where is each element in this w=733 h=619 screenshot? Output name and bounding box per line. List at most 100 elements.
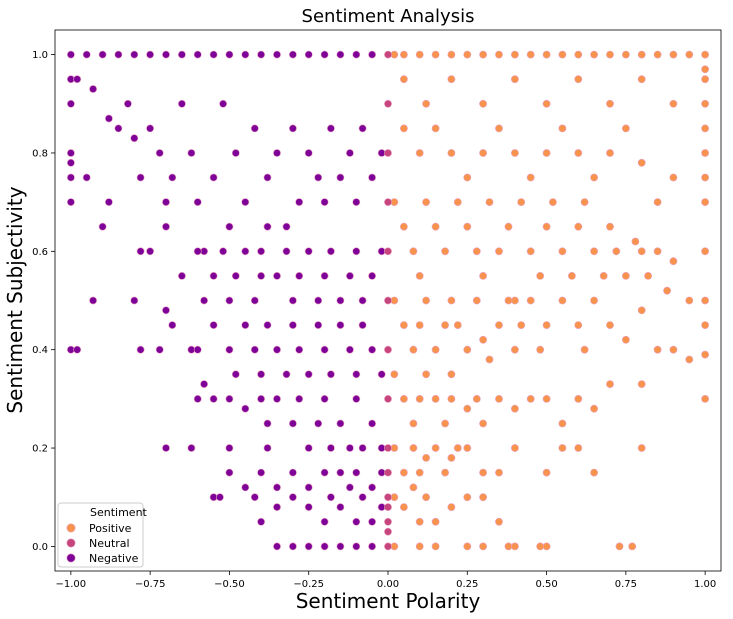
- point-negative-116: [326, 370, 335, 379]
- point-positive-157: [463, 444, 472, 452]
- legend-marker-positive: [66, 523, 76, 533]
- point-negative-44: [225, 222, 234, 231]
- point-negative-66: [105, 198, 113, 206]
- point-positive-141: [511, 404, 519, 413]
- point-negative-141: [352, 394, 361, 403]
- point-negative-134: [295, 394, 304, 403]
- point-negative-156: [326, 493, 335, 502]
- point-positive-177: [415, 542, 424, 551]
- legend-label-positive: Positive: [89, 522, 132, 535]
- point-negative-58: [336, 173, 345, 182]
- point-positive-125: [653, 345, 662, 354]
- point-negative-28: [89, 85, 97, 93]
- point-positive-94: [653, 247, 662, 256]
- point-positive-148: [637, 380, 646, 388]
- point-negative-42: [209, 173, 218, 182]
- point-positive-112: [504, 296, 513, 305]
- point-positive-124: [637, 306, 646, 315]
- point-negative-18: [352, 50, 361, 59]
- point-positive-132: [422, 370, 430, 379]
- point-positive-53: [558, 124, 567, 133]
- point-positive-179: [463, 542, 472, 551]
- point-negative-37: [168, 173, 177, 182]
- point-negative-118: [345, 345, 354, 354]
- point-negative-0: [67, 50, 75, 59]
- point-negative-30: [114, 124, 123, 133]
- point-positive-38: [542, 99, 551, 108]
- point-positive-50: [511, 149, 519, 157]
- point-positive-7: [495, 50, 503, 59]
- point-positive-147: [606, 380, 614, 388]
- point-positive-156: [447, 453, 456, 462]
- point-positive-78: [526, 247, 535, 256]
- point-positive-3: [431, 50, 440, 59]
- point-positive-185: [615, 542, 624, 551]
- point-negative-17: [336, 50, 345, 59]
- point-neutral-1: [384, 99, 392, 108]
- point-negative-97: [162, 306, 170, 315]
- point-neutral-11: [384, 503, 392, 511]
- point-positive-120: [580, 345, 589, 354]
- point-positive-134: [441, 419, 449, 428]
- point-negative-38: [177, 99, 186, 108]
- point-negative-154: [304, 483, 313, 492]
- point-positive-109: [479, 335, 487, 344]
- point-negative-139: [336, 419, 345, 428]
- point-negative-4: [130, 50, 139, 59]
- point-positive-145: [574, 394, 583, 403]
- point-positive-26: [701, 173, 709, 182]
- point-positive-52: [542, 149, 551, 157]
- point-negative-76: [231, 271, 240, 280]
- point-positive-159: [495, 468, 503, 477]
- point-positive-62: [399, 222, 408, 231]
- point-negative-96: [130, 296, 139, 305]
- point-positive-6: [479, 50, 487, 59]
- point-positive-178: [431, 542, 440, 551]
- point-positive-140: [495, 394, 503, 403]
- point-positive-21: [701, 65, 709, 74]
- point-negative-25: [67, 198, 75, 206]
- point-negative-124: [136, 345, 145, 354]
- point-negative-125: [155, 345, 164, 354]
- y-tick-label: 0.2: [32, 444, 48, 455]
- point-negative-128: [225, 394, 234, 403]
- point-positive-59: [653, 198, 662, 206]
- point-positive-71: [472, 247, 481, 256]
- point-positive-170: [422, 493, 430, 502]
- point-negative-19: [368, 50, 376, 59]
- y-axis-title: Sentiment Subjectivity: [3, 186, 27, 413]
- point-negative-50: [273, 149, 281, 157]
- y-tick-label: 0.6: [32, 247, 48, 258]
- point-negative-14: [288, 50, 297, 59]
- x-tick-label: −1.00: [56, 579, 87, 590]
- point-negative-87: [320, 271, 329, 280]
- legend-title: Sentiment: [90, 506, 148, 519]
- point-negative-89: [336, 296, 345, 305]
- point-positive-28: [701, 247, 709, 256]
- point-negative-35: [155, 149, 164, 157]
- point-negative-1: [82, 50, 91, 59]
- point-negative-7: [177, 50, 186, 59]
- point-negative-53: [295, 198, 304, 206]
- point-positive-54: [574, 149, 583, 157]
- point-positive-43: [399, 124, 408, 133]
- point-negative-133: [288, 419, 297, 428]
- point-positive-31: [701, 350, 709, 359]
- point-negative-112: [295, 345, 304, 354]
- point-negative-131: [263, 419, 272, 428]
- point-negative-23: [67, 158, 75, 167]
- point-negative-15: [304, 50, 313, 59]
- point-positive-173: [463, 493, 472, 502]
- point-negative-67: [136, 247, 145, 256]
- point-negative-13: [273, 50, 281, 59]
- point-negative-83: [288, 296, 297, 305]
- point-positive-146: [590, 404, 598, 413]
- point-positive-70: [463, 222, 472, 231]
- point-negative-137: [320, 394, 329, 403]
- point-negative-31: [124, 99, 132, 108]
- point-positive-133: [431, 394, 440, 403]
- point-positive-139: [479, 419, 487, 428]
- point-positive-118: [558, 296, 567, 305]
- point-negative-46: [241, 198, 250, 206]
- point-negative-170: [320, 517, 329, 526]
